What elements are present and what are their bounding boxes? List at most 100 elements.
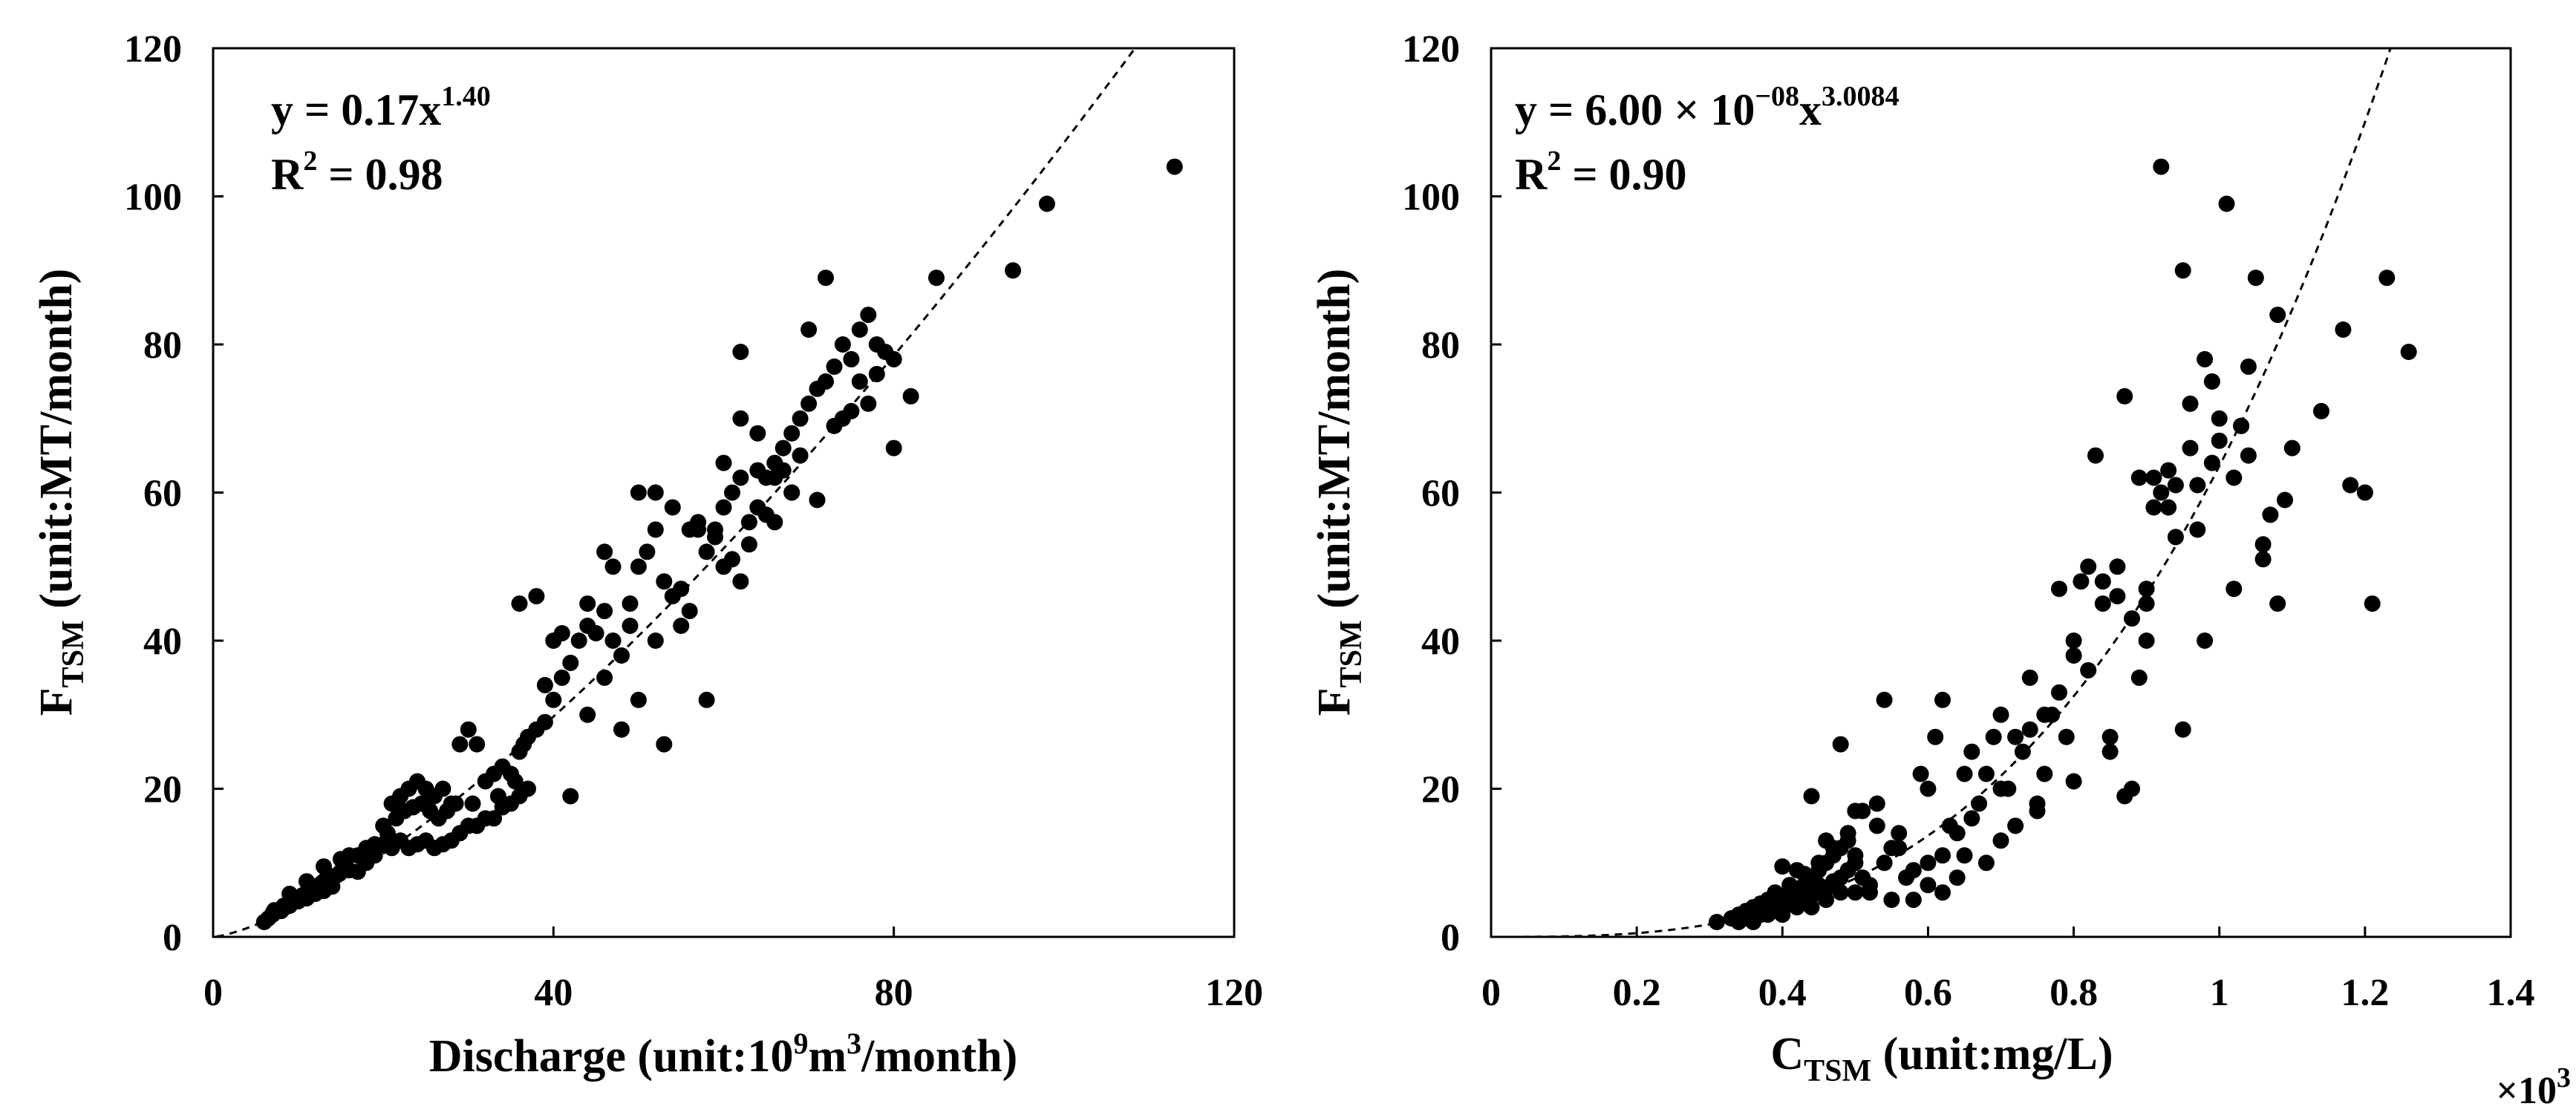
data-point xyxy=(2400,344,2417,360)
data-point xyxy=(1920,854,1937,872)
data-point xyxy=(877,344,894,360)
data-point xyxy=(613,647,630,664)
data-point xyxy=(2182,395,2199,412)
data-point xyxy=(587,625,604,641)
equation-left: y = 0.17x1.40 xyxy=(271,81,491,134)
data-point xyxy=(1949,825,1966,842)
data-point xyxy=(1767,898,1784,915)
data-point xyxy=(2080,558,2097,575)
data-point xyxy=(2203,454,2220,471)
data-point xyxy=(757,506,775,523)
data-point xyxy=(775,439,792,457)
data-point xyxy=(486,810,503,827)
data-point xyxy=(2262,506,2279,523)
data-point xyxy=(2342,477,2359,494)
data-point xyxy=(469,736,486,753)
data-point xyxy=(664,499,681,516)
y-axis-title-right: FTSM (unit:MT/month) xyxy=(1309,269,1369,716)
data-point xyxy=(775,462,792,479)
data-point xyxy=(545,691,562,708)
data-point xyxy=(630,484,647,501)
data-point xyxy=(2065,773,2082,790)
data-point xyxy=(647,632,664,649)
data-point xyxy=(613,721,630,738)
data-point xyxy=(2029,802,2046,820)
data-point xyxy=(792,410,809,427)
data-point xyxy=(2109,558,2126,575)
r2-left: R2 = 0.98 xyxy=(271,146,443,199)
y-tick-label: 80 xyxy=(1421,324,1460,367)
data-point xyxy=(681,603,698,620)
points-layer-right xyxy=(1709,158,2417,930)
data-point xyxy=(1774,858,1791,875)
data-point xyxy=(2021,721,2038,738)
data-point xyxy=(2130,669,2148,686)
data-point xyxy=(2378,269,2396,287)
data-point xyxy=(639,543,656,560)
data-point xyxy=(451,736,469,753)
x-tick-label: 80 xyxy=(875,972,913,1014)
data-point xyxy=(2269,307,2286,324)
data-point xyxy=(2197,632,2214,649)
y-tick-label: 0 xyxy=(1441,917,1460,959)
data-point xyxy=(2160,499,2177,516)
data-point xyxy=(622,618,639,634)
data-point xyxy=(673,618,690,634)
data-point xyxy=(1818,832,1835,849)
data-point xyxy=(2116,388,2133,405)
data-point xyxy=(818,373,834,390)
data-point xyxy=(783,425,800,442)
data-point xyxy=(885,439,902,457)
data-point xyxy=(1005,262,1022,279)
data-point xyxy=(2167,529,2184,546)
data-point xyxy=(826,417,843,434)
data-point xyxy=(2138,595,2155,612)
data-point xyxy=(562,788,579,805)
y-tick-label: 100 xyxy=(124,177,182,219)
data-point xyxy=(2021,669,2038,686)
data-point xyxy=(715,454,732,471)
data-point xyxy=(1905,892,1922,909)
data-point xyxy=(1862,877,1878,894)
data-point xyxy=(570,632,587,649)
data-point xyxy=(596,543,613,560)
data-point xyxy=(336,854,353,872)
data-point xyxy=(1971,795,1988,812)
data-point xyxy=(715,499,732,516)
data-point xyxy=(460,721,477,738)
data-point xyxy=(447,795,464,812)
data-point xyxy=(511,595,528,612)
data-point xyxy=(2211,410,2228,427)
x-tick-label: 120 xyxy=(1205,972,1263,1014)
data-point xyxy=(1905,862,1922,879)
data-point xyxy=(690,521,707,538)
data-point xyxy=(1934,691,1951,708)
data-point xyxy=(740,536,757,553)
data-point xyxy=(2094,573,2111,590)
data-point xyxy=(2080,661,2097,679)
data-point xyxy=(2226,581,2243,598)
data-point xyxy=(1745,914,1762,930)
data-point xyxy=(630,558,647,575)
data-point xyxy=(843,402,860,419)
data-point xyxy=(1803,899,1820,916)
data-point xyxy=(579,706,596,723)
data-point xyxy=(1810,854,1827,872)
data-point xyxy=(928,269,945,287)
chart-right: 0 20 40 60 80 100 120 0 0.2 0.4 0.6 0.8 1 1.2 1.4 y = … xyxy=(1309,28,2571,1112)
data-point xyxy=(553,625,570,641)
data-point xyxy=(1788,862,1805,879)
data-point xyxy=(2014,743,2031,760)
data-point xyxy=(1818,892,1835,909)
data-point xyxy=(2138,581,2155,598)
data-point xyxy=(506,773,524,790)
data-point xyxy=(316,858,332,875)
x-axis-title-right: CTSM (unit:mg/L) xyxy=(1770,1029,2113,1088)
x-tick-label: 40 xyxy=(534,972,573,1014)
data-point xyxy=(362,843,379,860)
x-axis-title-left: Discharge (unit:109m3/month) xyxy=(429,1027,1018,1082)
data-point xyxy=(826,358,843,375)
y-tick-label: 20 xyxy=(143,769,182,811)
data-point xyxy=(2087,447,2104,464)
